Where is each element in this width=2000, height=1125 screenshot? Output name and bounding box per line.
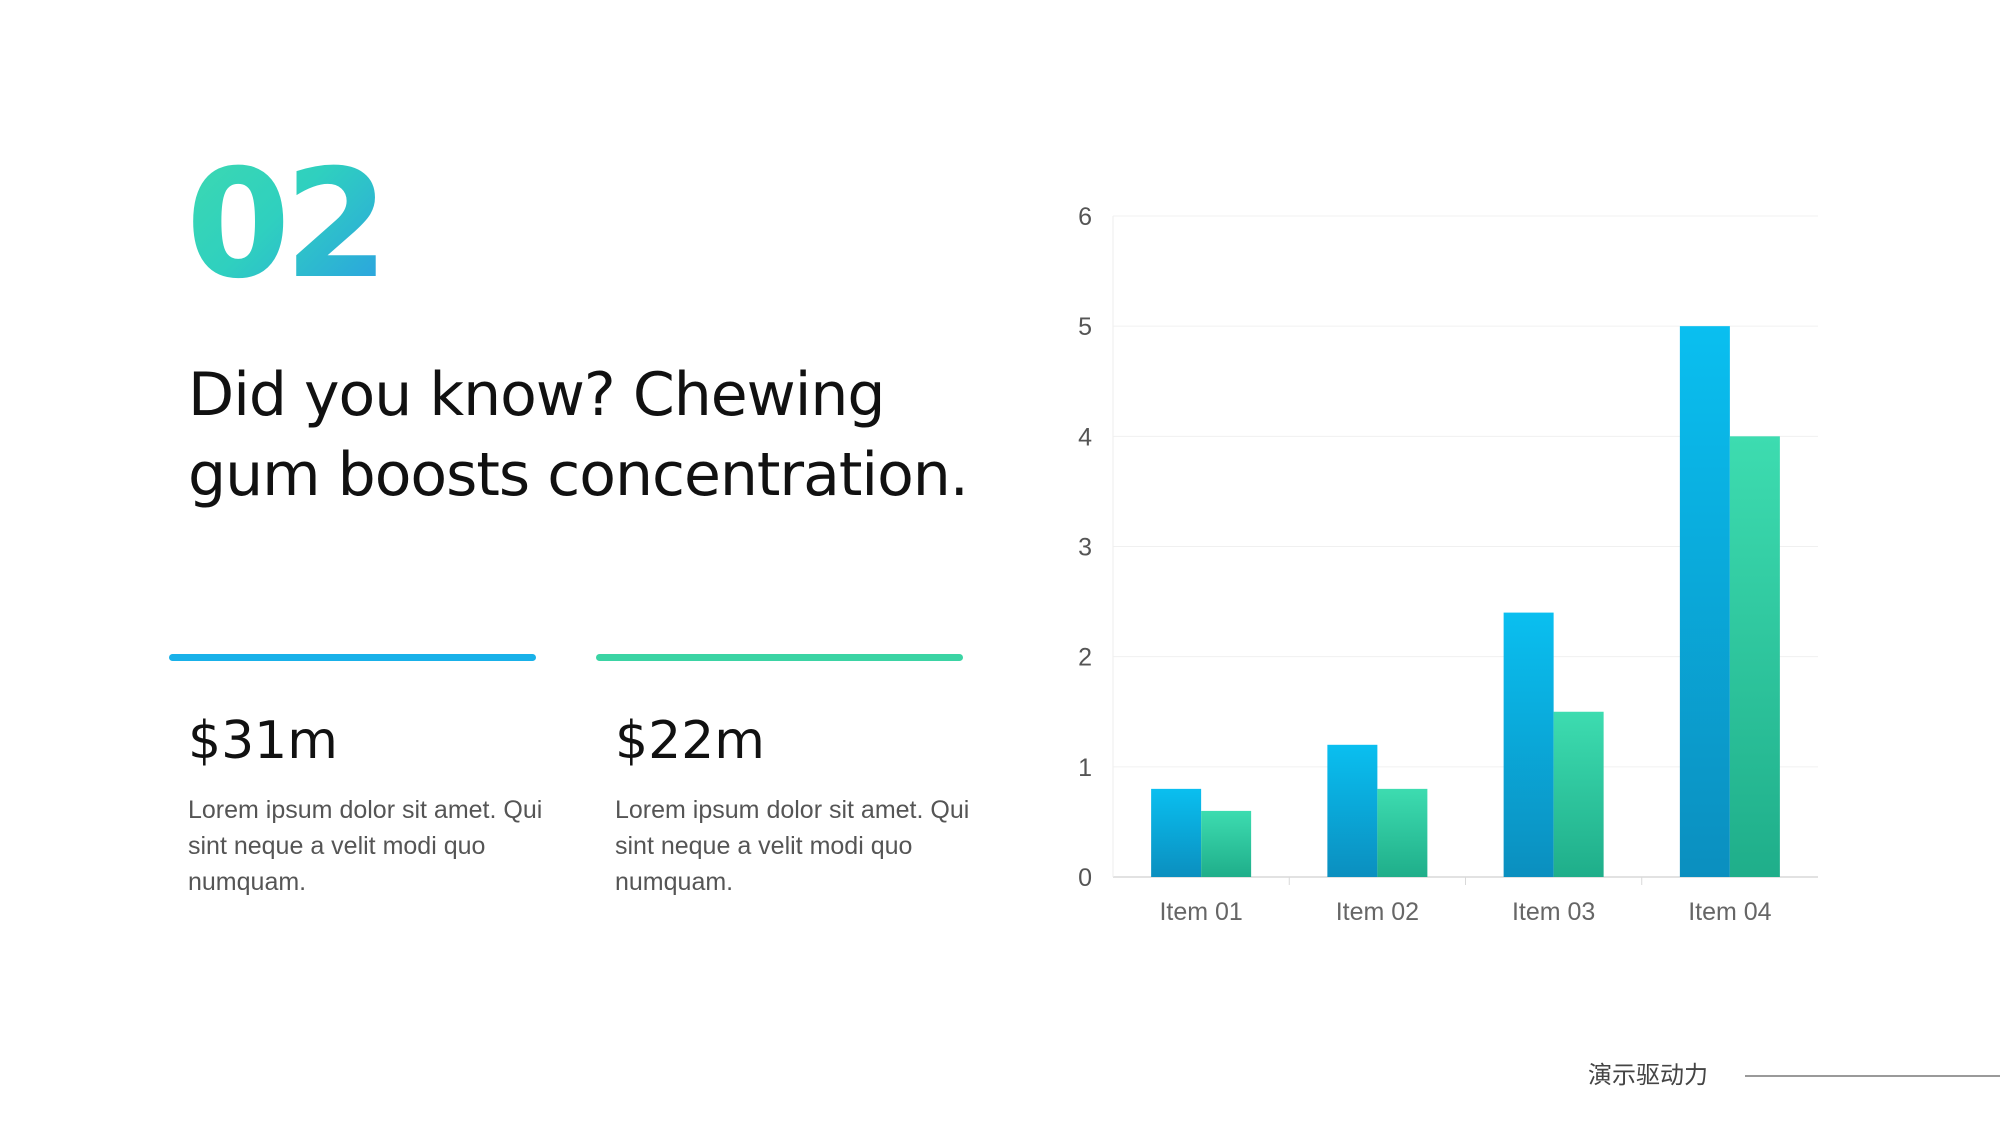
footer-line bbox=[1745, 1075, 2000, 1077]
y-tick-label: 2 bbox=[1078, 644, 1092, 672]
x-category-label: Item 03 bbox=[1512, 898, 1595, 926]
bar-series1-3 bbox=[1503, 612, 1554, 877]
bar-series2-3 bbox=[1553, 711, 1604, 877]
bar-series1-1 bbox=[1151, 788, 1202, 877]
y-tick-label: 1 bbox=[1078, 754, 1092, 782]
headline: Did you know? Chewing gum boosts concent… bbox=[188, 360, 969, 510]
stat-description-1: Lorem ipsum dolor sit amet. Qui sint neq… bbox=[188, 796, 543, 896]
stat-value-1: $31m bbox=[188, 711, 338, 771]
y-tick-label: 3 bbox=[1078, 534, 1092, 562]
stat-divider-green bbox=[596, 654, 963, 661]
y-tick-label: 6 bbox=[1078, 203, 1092, 231]
bar-series2-4 bbox=[1729, 436, 1780, 877]
x-category-label: Item 04 bbox=[1688, 898, 1771, 926]
bar-series1-2 bbox=[1327, 744, 1378, 877]
stat-description-2: Lorem ipsum dolor sit amet. Qui sint neq… bbox=[615, 796, 970, 896]
stat-divider-blue bbox=[169, 654, 536, 661]
section-number: 02 bbox=[186, 138, 389, 312]
stat-value-2: $22m bbox=[615, 711, 765, 771]
bar-series1-4 bbox=[1679, 326, 1730, 878]
bar-series2-2 bbox=[1377, 788, 1428, 877]
x-category-label: Item 02 bbox=[1336, 898, 1419, 926]
x-category-label: Item 01 bbox=[1159, 898, 1242, 926]
y-tick-label: 5 bbox=[1078, 313, 1092, 341]
y-tick-label: 0 bbox=[1078, 864, 1092, 892]
footer-brand: 演示驱动力 bbox=[1588, 1061, 1708, 1089]
bar-series2-1 bbox=[1201, 810, 1252, 877]
y-tick-label: 4 bbox=[1078, 423, 1092, 451]
